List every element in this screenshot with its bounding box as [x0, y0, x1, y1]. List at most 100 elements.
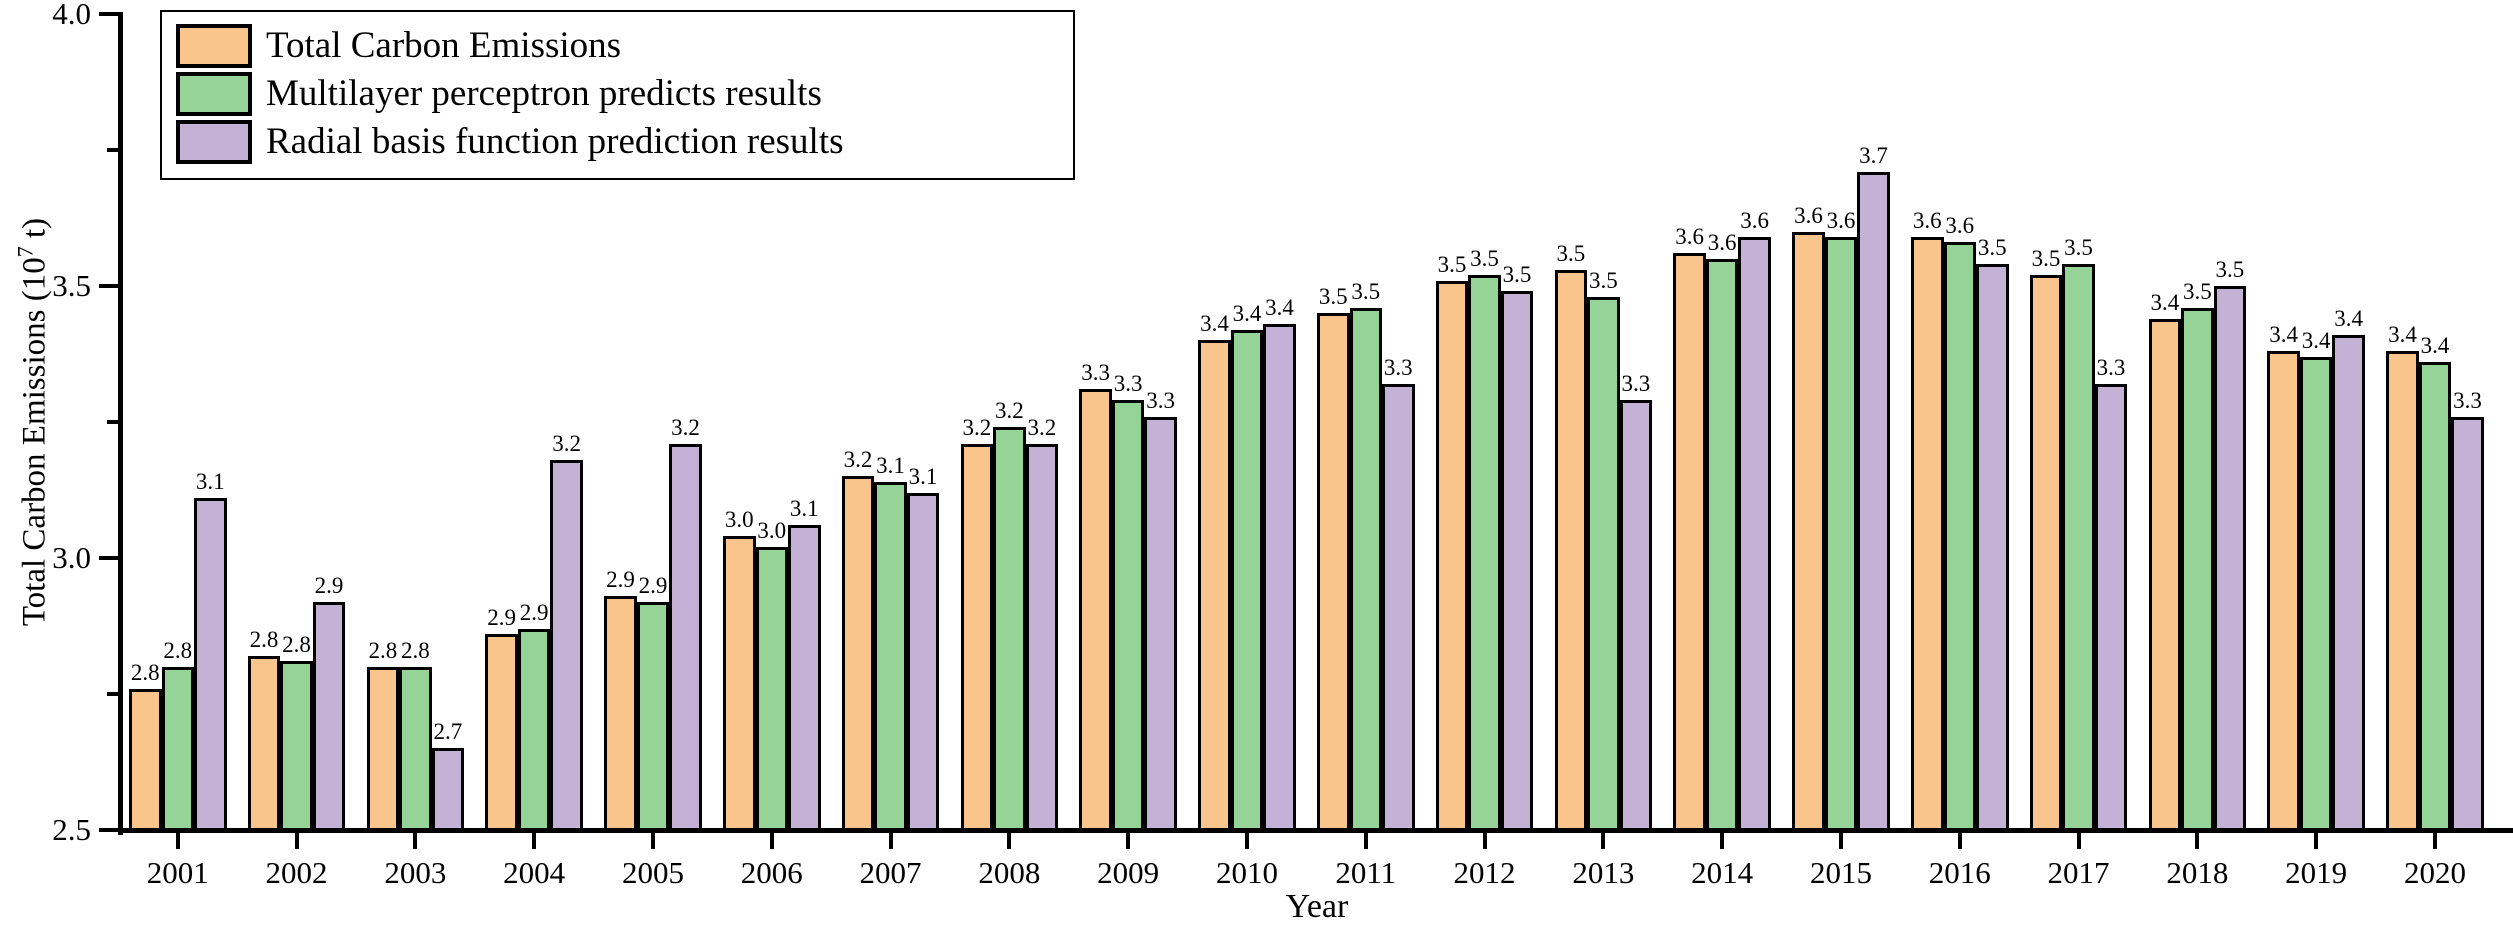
legend-label: Multilayer perceptron predicts results: [266, 73, 822, 114]
bar-2010-series-1: [1198, 340, 1231, 831]
bar-2015-series-3: [1857, 171, 1890, 831]
x-axis-tick-label: 2015: [1809, 855, 1872, 890]
bar-value-label: 2.8: [400, 637, 430, 663]
bar-2005-series-1: [604, 596, 637, 831]
bar-value-label: 3.6: [1794, 202, 1823, 228]
bar-value-label: 3.5: [1351, 278, 1381, 304]
bar-2003-series-3: [431, 748, 465, 831]
legend-item-2: Multilayer perceptron predicts results: [176, 72, 1059, 116]
x-axis-tick-label: 2008: [978, 855, 1041, 890]
x-axis-tick: [769, 833, 774, 849]
bar-value-label: 3.4: [2388, 322, 2417, 348]
x-axis-tick: [1363, 833, 1368, 849]
bar-value-label: 2.8: [282, 632, 311, 658]
bar-2002-series-2: [280, 661, 313, 831]
bar-2018-series-2: [2181, 307, 2214, 831]
x-axis-tick: [2076, 833, 2081, 849]
y-axis-line: [118, 12, 123, 835]
bar-2013-series-2: [1587, 296, 1620, 831]
bar-value-label: 3.4: [2150, 289, 2180, 315]
bar-2006-series-2: [755, 547, 788, 831]
x-axis-tick: [1007, 833, 1012, 849]
bar-2014-series-2: [1705, 258, 1739, 831]
bar-value-label: 3.4: [2420, 333, 2450, 359]
bar-value-label: 3.3: [2453, 387, 2482, 413]
bar-value-label: 2.9: [487, 605, 517, 631]
x-axis-tick-label: 2010: [1215, 855, 1278, 890]
bar-value-label: 2.9: [314, 572, 344, 598]
bar-value-label: 3.4: [2301, 327, 2331, 353]
x-axis-tick-label: 2018: [2166, 855, 2229, 890]
bar-value-label: 3.1: [195, 469, 225, 495]
bar-value-label: 3.4: [2334, 305, 2364, 331]
bar-2020-series-3: [2451, 416, 2484, 831]
bar-2006-series-1: [723, 536, 756, 831]
x-axis-tick-label: 2002: [265, 855, 328, 890]
bar-value-label: 3.2: [1027, 414, 1057, 440]
bar-2016-series-3: [1976, 264, 2009, 831]
y-axis-major-tick: [99, 556, 118, 560]
bar-2010-series-2: [1230, 329, 1264, 831]
y-axis-minor-tick: [107, 420, 118, 424]
x-axis-tick-label: 2011: [1335, 855, 1397, 890]
x-axis-tick: [1482, 833, 1487, 849]
bar-value-label: 3.4: [1232, 300, 1262, 326]
bar-2016-series-1: [1911, 237, 1944, 831]
bar-value-label: 2.9: [638, 572, 668, 598]
bar-value-label: 3.3: [1081, 360, 1111, 386]
bar-2001-series-3: [194, 498, 227, 831]
x-axis-tick-label: 2004: [503, 855, 566, 890]
bar-2020-series-1: [2386, 351, 2419, 831]
bar-2010-series-3: [1263, 324, 1296, 831]
bar-2004-series-3: [550, 460, 583, 831]
bar-value-label: 3.1: [908, 463, 938, 489]
x-axis-tick-label: 2014: [1691, 855, 1754, 890]
bar-value-label: 3.2: [671, 414, 700, 440]
bar-value-label: 3.7: [1859, 142, 1888, 168]
bar-value-label: 3.4: [1200, 311, 1229, 337]
x-axis-tick: [650, 833, 655, 849]
bar-2011-series-2: [1349, 307, 1382, 831]
x-axis-tick-label: 2007: [859, 855, 922, 890]
x-axis-tick: [1601, 833, 1606, 849]
x-axis-tick-label: 2005: [621, 855, 684, 890]
bar-value-label: 3.5: [1318, 284, 1348, 310]
bar-value-label: 3.1: [789, 496, 819, 522]
bar-2019-series-1: [2267, 351, 2300, 831]
y-axis-title-suffix: t): [16, 217, 53, 247]
y-axis-tick-label: 4.0: [52, 0, 91, 31]
bar-2007-series-2: [874, 481, 907, 831]
x-axis-tick: [2314, 833, 2319, 849]
x-axis-tick: [1957, 833, 1962, 849]
bar-2012-series-1: [1435, 280, 1469, 831]
bar-value-label: 2.8: [249, 626, 279, 652]
bar-2009-series-3: [1144, 416, 1177, 831]
x-axis-tick-label: 2003: [384, 855, 447, 890]
x-axis-tick: [413, 833, 418, 849]
bar-2007-series-3: [906, 492, 940, 831]
bar-value-label: 3.5: [1556, 240, 1586, 266]
bar-2013-series-1: [1554, 269, 1588, 831]
x-axis-tick: [1838, 833, 1843, 849]
x-axis-tick-label: 2013: [1572, 855, 1635, 890]
bar-value-label: 3.4: [2269, 322, 2299, 348]
bar-2018-series-3: [2213, 286, 2247, 831]
bar-2020-series-2: [2418, 362, 2452, 831]
bar-value-label: 3.5: [2031, 246, 2061, 272]
x-axis-tick-label: 2006: [740, 855, 803, 890]
bar-2003-series-1: [366, 666, 400, 831]
x-axis-tick-label: 2001: [146, 855, 209, 890]
bar-value-label: 3.5: [2064, 235, 2093, 261]
bar-2011-series-1: [1317, 313, 1350, 831]
bar-value-label: 3.1: [876, 452, 905, 478]
x-axis-tick: [1720, 833, 1725, 849]
bar-value-label: 2.7: [433, 719, 463, 745]
bar-value-label: 3.5: [1437, 251, 1467, 277]
legend-label: Radial basis function prediction results: [266, 121, 844, 162]
bar-2005-series-2: [636, 601, 670, 831]
x-axis-tick: [888, 833, 893, 849]
bar-value-label: 3.3: [1146, 387, 1176, 413]
x-axis-tick-label: 2009: [1097, 855, 1160, 890]
legend-swatch: [176, 72, 252, 116]
bar-value-label: 3.2: [962, 414, 992, 440]
